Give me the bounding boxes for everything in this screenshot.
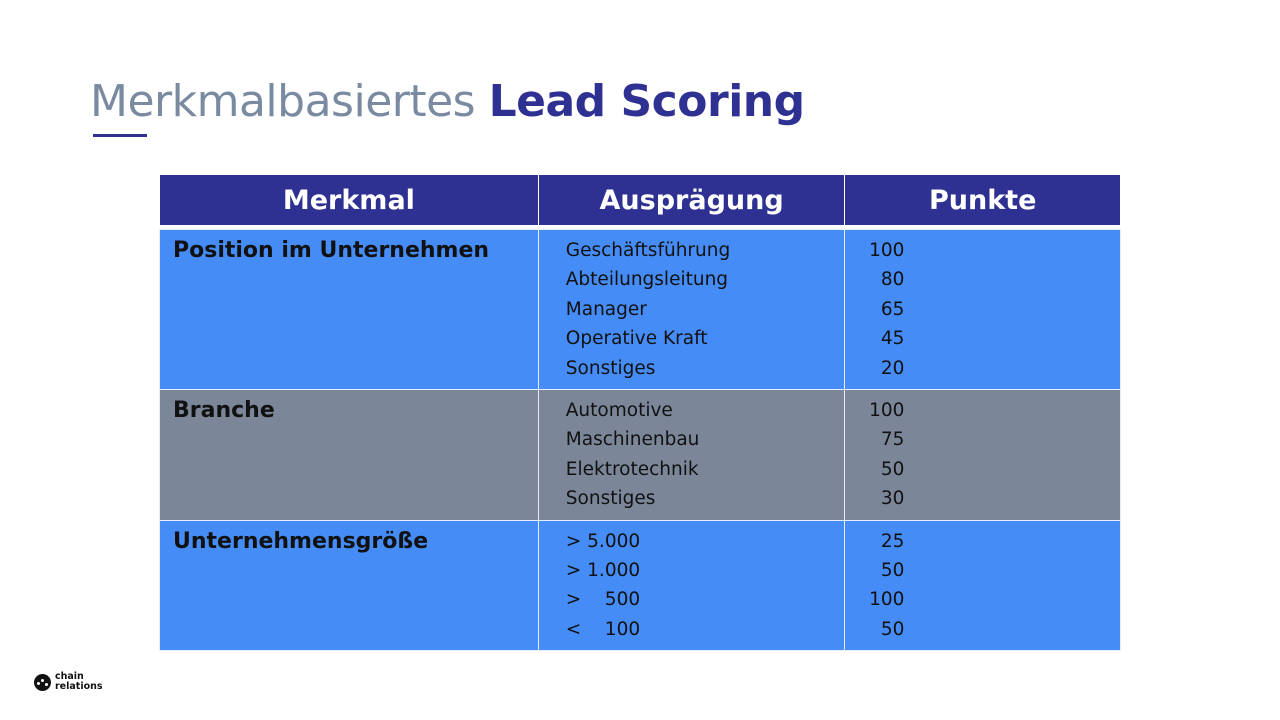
value-item: > 1.000 [565, 560, 641, 582]
point-item: 65 [880, 298, 905, 320]
punkte-cell: 100 80 65 45 20 [844, 228, 1121, 391]
merkmal-cell: Position im Unternehmen [159, 228, 539, 391]
title-bold: Lead Scoring [488, 76, 806, 127]
point-item: 50 [880, 618, 905, 640]
merkmal-cell: Branche [159, 389, 539, 521]
value-item: Sonstiges [565, 357, 656, 379]
logo-line-2: relations [55, 681, 103, 692]
point-item: 45 [880, 328, 905, 350]
lead-scoring-table: Merkmal Ausprägung Punkte Position im Un… [159, 174, 1121, 652]
title-underline [93, 134, 147, 137]
point-item: 30 [880, 488, 905, 510]
value-item: Elektrotechnik [565, 458, 699, 480]
header-merkmal: Merkmal [159, 174, 539, 226]
table-row: Unternehmensgröße > 5.000 > 1.000 > 500 … [159, 519, 1121, 652]
auspraegung-cell: Geschäftsführung Abteilungsleitung Manag… [537, 228, 846, 391]
title-light: Merkmalbasiertes [90, 76, 476, 127]
value-item: Operative Kraft [565, 328, 708, 350]
chain-relations-logo-icon [34, 673, 51, 691]
logo-line-1: chain [55, 671, 84, 682]
punkte-cell: 25 50 100 50 [844, 519, 1121, 652]
value-item: > 5.000 [565, 530, 641, 552]
point-item: 100 [869, 400, 905, 422]
company-logo: chain relations [34, 672, 103, 692]
point-item: 50 [880, 560, 905, 582]
value-item: Sonstiges [565, 488, 656, 510]
header-auspraegung: Ausprägung [537, 174, 846, 226]
header-punkte: Punkte [844, 174, 1121, 226]
table-row: Branche Automotive Maschinenbau Elektrot… [159, 389, 1121, 521]
point-item: 25 [880, 530, 905, 552]
point-item: 100 [869, 589, 905, 611]
punkte-cell: 100 75 50 30 [844, 389, 1121, 521]
point-item: 50 [880, 458, 905, 480]
slide-title: Merkmalbasiertes Lead Scoring [90, 74, 805, 130]
value-item: Abteilungsleitung [565, 269, 729, 291]
auspraegung-cell: Automotive Maschinenbau Elektrotechnik S… [537, 389, 846, 521]
point-item: 75 [880, 429, 905, 451]
point-item: 100 [869, 240, 905, 261]
value-item: > 500 [565, 589, 641, 611]
value-item: Manager [565, 298, 647, 320]
value-item: Automotive [565, 400, 673, 422]
merkmal-cell: Unternehmensgröße [159, 519, 539, 652]
auspraegung-cell: > 5.000 > 1.000 > 500 < 100 [537, 519, 846, 652]
logo-text: chain relations [55, 672, 103, 692]
table-row: Position im Unternehmen Geschäftsführung… [159, 228, 1121, 391]
value-item: < 100 [565, 618, 641, 640]
value-item: Geschäftsführung [565, 240, 731, 261]
point-item: 20 [880, 357, 905, 379]
point-item: 80 [880, 269, 905, 291]
value-item: Maschinenbau [565, 429, 700, 451]
table-header-row: Merkmal Ausprägung Punkte [159, 174, 1121, 226]
